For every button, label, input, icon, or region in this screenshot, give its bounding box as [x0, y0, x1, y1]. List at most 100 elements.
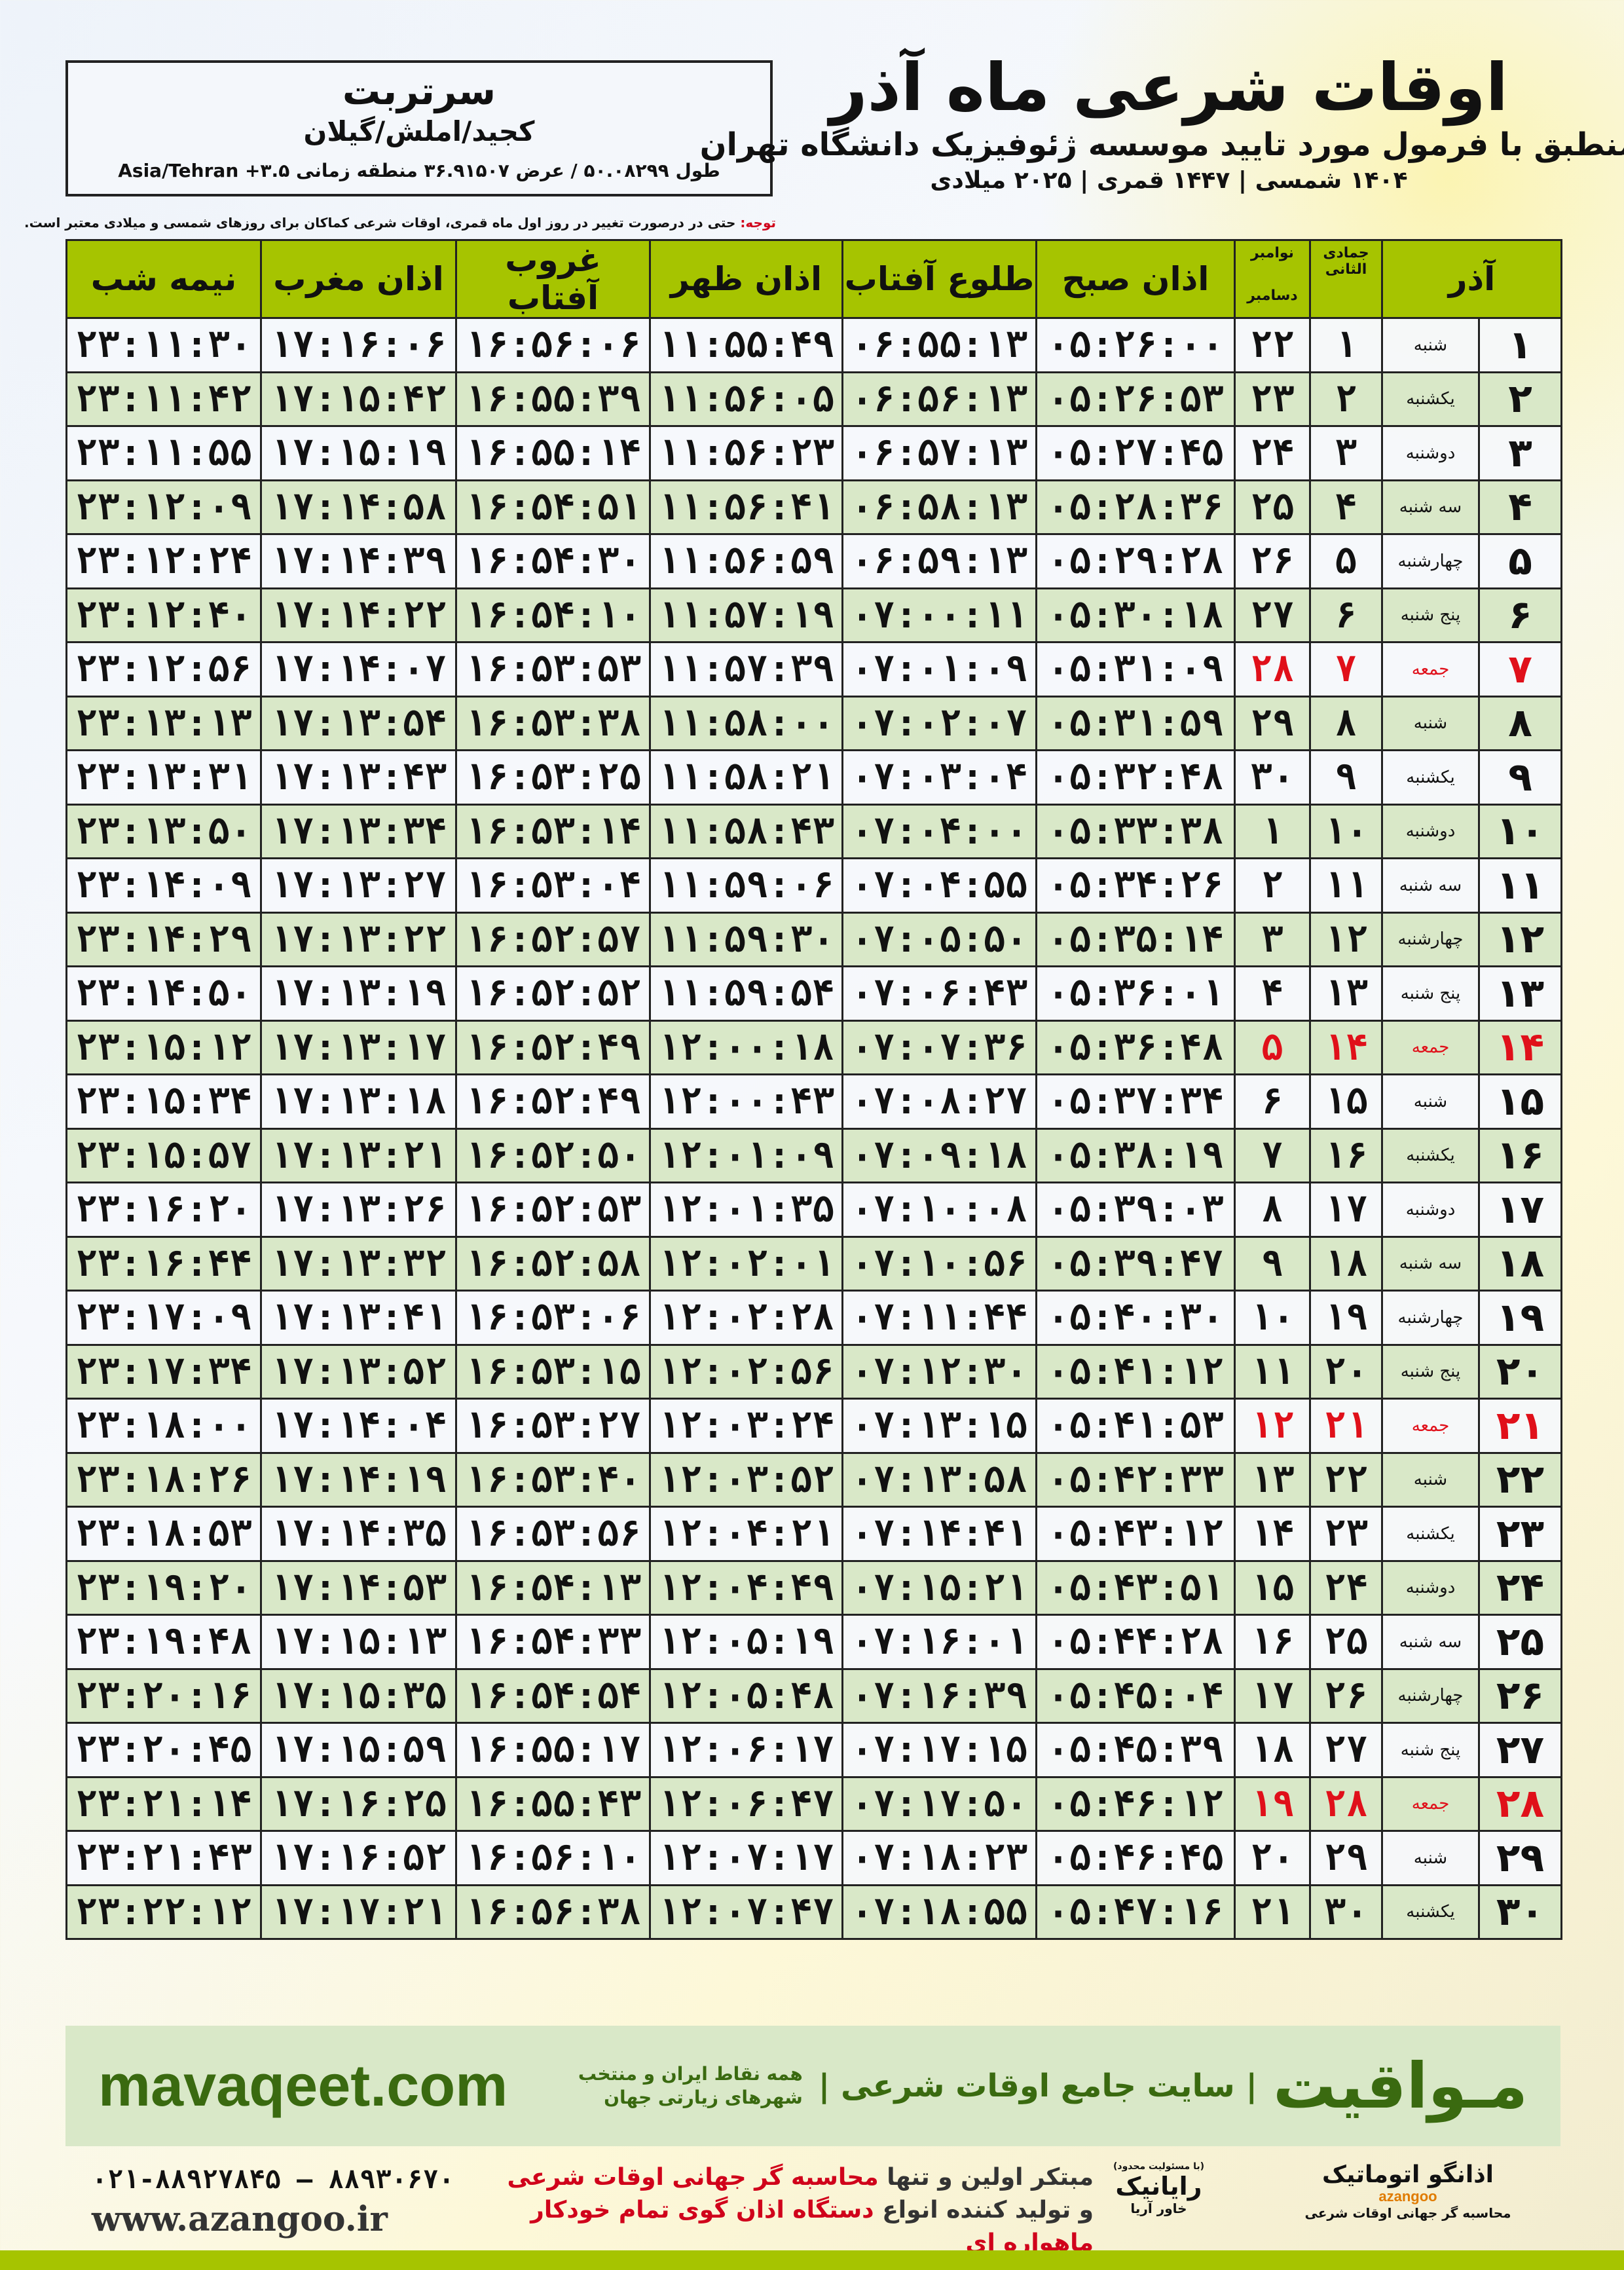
cell-tolu: ۰۷:۱۶:۳۹	[841, 1667, 1037, 1724]
table-row: ۲۰ پنج شنبه ۲۰ ۱۱ ۰۵:۴۱:۱۲ ۰۷:۱۲:۳۰ ۱۲:۰۲:۵۶ ۱۶…	[65, 1343, 1562, 1400]
cell-jumada-day: ۲۹	[1309, 1830, 1383, 1886]
cell-maghreb: ۱۷:۱۳:۱۸	[260, 1073, 457, 1130]
cell-december-day: ۲۱	[1234, 1884, 1311, 1940]
cell-december-day: ۱۹	[1234, 1776, 1311, 1832]
cell-day: ۸	[1478, 695, 1562, 751]
cell-december-day: ۲۴	[1234, 425, 1311, 481]
cell-tolu: ۰۷:۱۶:۰۱	[841, 1614, 1037, 1670]
cell-jumada-day: ۱۳	[1309, 965, 1383, 1022]
cell-nimeh: ۲۳:۱۴:۵۰	[65, 965, 262, 1022]
azangoo-name: اذانگو اتوماتیک	[1321, 2161, 1494, 2188]
cell-nimeh: ۲۳:۱۹:۲۰	[65, 1559, 262, 1616]
cell-ghorub: ۱۶:۵۲:۵۸	[455, 1235, 651, 1292]
cell-ghorub: ۱۶:۵۵:۳۹	[455, 371, 651, 427]
promo-site-link[interactable]: mavaqeet.com	[98, 2053, 508, 2119]
cell-december-day: ۸	[1234, 1182, 1311, 1238]
website-link[interactable]: www.azangoo.ir	[92, 2199, 388, 2239]
slogan-2b: دستگاه اذان گوی تمام خودکار ماهواره ای	[530, 2197, 1094, 2256]
cell-jumada-day: ۱	[1309, 317, 1383, 373]
cell-weekday: شنبه	[1381, 1830, 1480, 1886]
table-row: ۲۵ سه شنبه ۲۵ ۱۶ ۰۵:۴۴:۲۸ ۰۷:۱۶:۰۱ ۱۲:۰۵:۱۹ ۱۶:…	[65, 1614, 1562, 1670]
cell-weekday: پنج شنبه	[1381, 1722, 1480, 1778]
cell-weekday: جمعه	[1381, 1776, 1480, 1832]
cell-jumada-day: ۲۰	[1309, 1343, 1383, 1400]
cell-day: ۲۵	[1478, 1614, 1562, 1670]
cell-maghreb: ۱۷:۱۳:۳۲	[260, 1235, 457, 1292]
cell-weekday: سه شنبه	[1381, 1235, 1480, 1292]
cell-nimeh: ۲۳:۱۳:۱۳	[65, 695, 262, 751]
cell-jumada-day: ۱۲	[1309, 911, 1383, 967]
cell-sobh: ۰۵:۳۲:۴۸	[1035, 749, 1236, 806]
cell-maghreb: ۱۷:۱۵:۴۲	[260, 371, 457, 427]
cell-day: ۱۵	[1478, 1073, 1562, 1130]
slogan-2a: و تولید کننده انواع	[874, 2197, 1094, 2223]
cell-ghorub: ۱۶:۵۴:۱۳	[455, 1559, 651, 1616]
cell-maghreb: ۱۷:۱۳:۱۷	[260, 1019, 457, 1075]
cell-ghorub: ۱۶:۵۲:۵۳	[455, 1182, 651, 1238]
cell-weekday: دوشنبه	[1381, 1182, 1480, 1238]
cell-ghorub: ۱۶:۵۲:۵۲	[455, 965, 651, 1022]
cell-zohr: ۱۱:۵۶:۵۹	[649, 533, 843, 589]
cell-maghreb: ۱۷:۱۳:۳۴	[260, 803, 457, 859]
table-row: ۲۷ پنج شنبه ۲۷ ۱۸ ۰۵:۴۵:۳۹ ۰۷:۱۷:۱۵ ۱۲:۰۶:۱۷ ۱۶…	[65, 1722, 1562, 1778]
cell-day: ۲۳	[1478, 1506, 1562, 1562]
notice-label: توجه:	[740, 215, 776, 231]
cell-december-day: ۲۲	[1234, 317, 1311, 373]
table-row: ۳ دوشنبه ۳ ۲۴ ۰۵:۲۷:۴۵ ۰۶:۵۷:۱۳ ۱۱:۵۶:۲۳ ۱۶:۵۵:…	[65, 425, 1562, 481]
cell-december-day: ۲۵	[1234, 479, 1311, 535]
cell-nimeh: ۲۳:۱۳:۵۰	[65, 803, 262, 859]
table-row: ۲۶ چهارشنبه ۲۶ ۱۷ ۰۵:۴۵:۰۴ ۰۷:۱۶:۳۹ ۱۲:۰۵:۴۸ ۱۶…	[65, 1667, 1562, 1724]
cell-ghorub: ۱۶:۵۳:۰۴	[455, 857, 651, 914]
notice: توجه: حتی در درصورت تغییر در روز اول ماه…	[24, 215, 776, 231]
cell-jumada-day: ۲۵	[1309, 1614, 1383, 1670]
cell-maghreb: ۱۷:۱۵:۳۵	[260, 1667, 457, 1724]
header-december: دسامبر	[1247, 288, 1298, 304]
cell-day: ۳	[1478, 425, 1562, 481]
cell-nimeh: ۲۳:۱۲:۴۰	[65, 587, 262, 643]
cell-nimeh: ۲۳:۱۵:۵۷	[65, 1127, 262, 1183]
cell-nimeh: ۲۳:۲۲:۱۲	[65, 1884, 262, 1940]
cell-weekday: چهارشنبه	[1381, 1290, 1480, 1346]
cell-weekday: چهارشنبه	[1381, 911, 1480, 967]
cell-nimeh: ۲۳:۱۲:۲۴	[65, 533, 262, 589]
cell-ghorub: ۱۶:۵۴:۵۱	[455, 479, 651, 535]
cell-day: ۱۹	[1478, 1290, 1562, 1346]
cell-ghorub: ۱۶:۵۳:۱۵	[455, 1343, 651, 1400]
cell-weekday: دوشنبه	[1381, 1559, 1480, 1616]
cell-ghorub: ۱۶:۵۳:۵۶	[455, 1506, 651, 1562]
cell-day: ۹	[1478, 749, 1562, 806]
cell-zohr: ۱۱:۵۸:۰۰	[649, 695, 843, 751]
cell-nimeh: ۲۳:۱۸:۵۳	[65, 1506, 262, 1562]
cell-zohr: ۱۱:۵۶:۴۱	[649, 479, 843, 535]
cell-ghorub: ۱۶:۵۳:۵۳	[455, 641, 651, 698]
cell-maghreb: ۱۷:۱۴:۵۳	[260, 1559, 457, 1616]
table-row: ۲۸ جمعه ۲۸ ۱۹ ۰۵:۴۶:۱۲ ۰۷:۱۷:۵۰ ۱۲:۰۶:۴۷ ۱۶:۵۵:…	[65, 1776, 1562, 1832]
cell-nimeh: ۲۳:۱۴:۲۹	[65, 911, 262, 967]
cell-day: ۱۸	[1478, 1235, 1562, 1292]
cell-ghorub: ۱۶:۵۵:۱۴	[455, 425, 651, 481]
cell-december-day: ۱۴	[1234, 1506, 1311, 1562]
cell-zohr: ۱۲:۰۶:۱۷	[649, 1722, 843, 1778]
cell-weekday: یکشنبه	[1381, 749, 1480, 806]
cell-nimeh: ۲۳:۱۶:۲۰	[65, 1182, 262, 1238]
cell-nimeh: ۲۳:۱۳:۳۱	[65, 749, 262, 806]
cell-weekday: پنج شنبه	[1381, 1343, 1480, 1400]
table-row: ۱۹ چهارشنبه ۱۹ ۱۰ ۰۵:۴۰:۳۰ ۰۷:۱۱:۴۴ ۱۲:۰۲:۲۸ ۱۶…	[65, 1290, 1562, 1346]
cell-ghorub: ۱۶:۵۲:۴۹	[455, 1019, 651, 1075]
cell-december-day: ۲۹	[1234, 695, 1311, 751]
cell-jumada-day: ۲۲	[1309, 1451, 1383, 1508]
cell-maghreb: ۱۷:۱۴:۳۵	[260, 1506, 457, 1562]
cell-sobh: ۰۵:۴۴:۲۸	[1035, 1614, 1236, 1670]
cell-ghorub: ۱۶:۵۴:۳۰	[455, 533, 651, 589]
table-row: ۱ شنبه ۱ ۲۲ ۰۵:۲۶:۰۰ ۰۶:۵۵:۱۳ ۱۱:۵۵:۴۹ ۱۶:۵۶:۰۶…	[65, 317, 1562, 373]
table-row: ۲ یکشنبه ۲ ۲۳ ۰۵:۲۶:۵۳ ۰۶:۵۶:۱۳ ۱۱:۵۶:۰۵ ۱۶:۵۵:…	[65, 371, 1562, 427]
cell-tolu: ۰۶:۵۷:۱۳	[841, 425, 1037, 481]
cell-day: ۱۴	[1478, 1019, 1562, 1075]
rayanik-logo: (با مسئولیت محدود) رایانیک خاور آریا	[1113, 2161, 1204, 2216]
cell-weekday: جمعه	[1381, 1398, 1480, 1454]
table-row: ۴ سه شنبه ۴ ۲۵ ۰۵:۲۸:۳۶ ۰۶:۵۸:۱۳ ۱۱:۵۶:۴۱ ۱۶:۵۴…	[65, 479, 1562, 535]
cell-zohr: ۱۲:۰۷:۴۷	[649, 1884, 843, 1940]
cell-sobh: ۰۵:۳۳:۳۸	[1035, 803, 1236, 859]
rayanik-name: رایانیک	[1115, 2172, 1202, 2201]
cell-jumada-day: ۴	[1309, 479, 1383, 535]
